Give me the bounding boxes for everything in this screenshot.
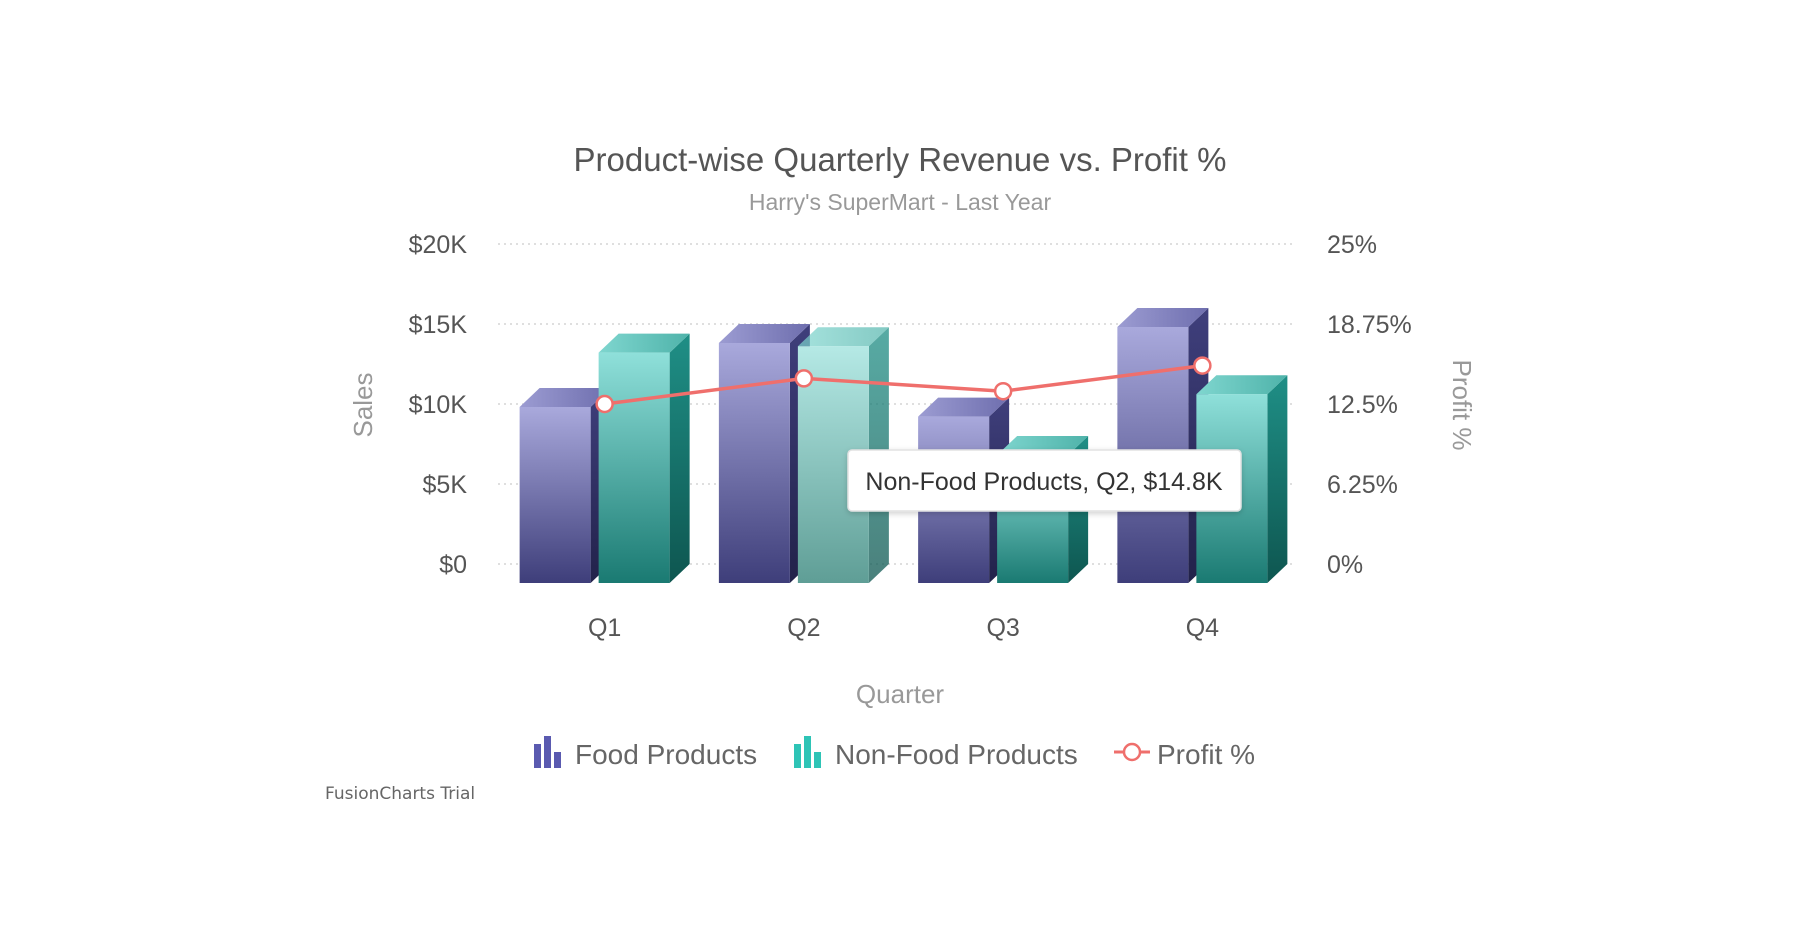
tooltip-text: Non-Food Products, Q2, $14.8K [865,468,1222,496]
legend-label-profit: Profit % [1157,739,1255,770]
x-tick-label: Q2 [787,614,820,642]
y2-tick-label: 18.75% [1327,311,1412,339]
profit-line [595,356,1212,414]
y-axis-ticks: $0 $5K $10K $15K $20K [409,231,468,579]
y-axis-title: Sales [348,372,378,437]
y-tick-label: $20K [409,231,468,259]
x-tick-label: Q1 [588,614,621,642]
bar-top [598,333,690,353]
bars [519,308,1288,583]
bar-chart-icon [534,736,561,768]
x-axis-ticks: Q1 Q2 Q3 Q4 [588,614,1219,642]
bar-food-products[interactable] [718,324,810,583]
y-tick-label: $10K [409,391,468,419]
y-tick-label: $0 [439,551,467,579]
tooltip: Non-Food Products, Q2, $14.8K [847,449,1242,512]
legend-item-non-food-products[interactable]: Non-Food Products [794,736,1078,770]
y-tick-label: $5K [423,471,468,499]
bar-top [519,388,611,407]
bar-top [797,327,889,347]
bar-top [918,397,1010,417]
bar-front [519,407,591,583]
tooltip-box [847,449,1242,512]
bar-side [669,333,690,583]
y-tick-label: $15K [409,311,468,339]
y2-tick-label: 12.5% [1327,391,1398,419]
bar-food-products[interactable] [519,388,611,583]
legend-label-food-products: Food Products [575,739,757,770]
profit-point[interactable] [993,381,1013,401]
bar-top [718,324,810,343]
chart-subtitle: Harry's SuperMart - Last Year [749,189,1052,215]
legend-item-food-products[interactable]: Food Products [534,736,757,770]
y2-tick-label: 6.25% [1327,471,1398,499]
profit-point[interactable] [794,369,814,388]
profit-point[interactable] [1193,356,1212,375]
line-marker-icon [1114,742,1150,762]
bar-food-products[interactable] [1117,308,1209,583]
bar-top [1117,308,1209,327]
chart-title: Product-wise Quarterly Revenue vs. Profi… [574,141,1227,178]
bar-top [1196,375,1288,395]
y2-axis-title: Profit % [1447,359,1477,450]
x-tick-label: Q3 [986,614,1019,642]
x-axis-title: Quarter [856,679,944,709]
bar-front [718,343,790,583]
bar-chart-icon [794,736,821,768]
legend: Food Products Non-Food Products Profit % [534,736,1255,770]
watermark: FusionCharts Trial [325,784,475,804]
legend-label-non-food-products: Non-Food Products [835,739,1078,770]
legend-item-profit[interactable]: Profit % [1114,739,1255,770]
bar-front [598,352,670,583]
profit-point[interactable] [595,394,614,414]
profit-line-path [604,363,1203,406]
bar-non-food-products[interactable] [598,333,690,583]
y2-tick-label: 0% [1327,551,1363,579]
y2-axis-ticks: 0% 6.25% 12.5% 18.75% 25% [1327,231,1412,579]
bar-side [1267,375,1288,583]
y2-tick-label: 25% [1327,231,1377,259]
x-tick-label: Q4 [1186,614,1219,642]
